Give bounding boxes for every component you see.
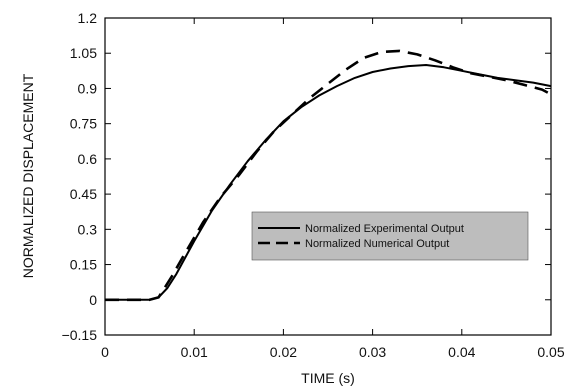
y-axis-label: NORMALIZED DISPLACEMENT — [20, 73, 36, 278]
x-tick-labels: 0 0.01 0.02 0.03 0.04 0.05 — [101, 344, 565, 360]
series-line-experimental — [105, 64, 552, 301]
legend-label-experimental: Normalized Experimental Output — [305, 223, 464, 235]
y-tick-label: 1.05 — [70, 45, 97, 61]
x-tick-label: 0.03 — [359, 344, 386, 360]
y-tick-label: 0 — [89, 292, 97, 308]
y-tick-label: 0.75 — [70, 116, 97, 132]
y-tick-labels: −0.15 0 0.15 0.3 0.45 0.6 0.75 0.9 1.05 1.2 — [62, 10, 98, 343]
y-tick-label: 0.9 — [78, 80, 98, 96]
x-tick-label: 0.05 — [537, 344, 564, 360]
y-tick-label: 0.3 — [78, 221, 98, 237]
legend: Normalized Experimental Output Normalize… — [251, 211, 529, 261]
plot-frame — [104, 17, 552, 336]
y-tick-label: 1.2 — [78, 10, 98, 26]
y-tick-label: −0.15 — [62, 327, 98, 343]
legend-label-numerical: Normalized Numerical Output — [305, 238, 449, 250]
legend-box — [251, 211, 529, 261]
y-tick-label: 0.45 — [70, 186, 97, 202]
series-line-numerical — [105, 49, 552, 302]
x-tick-label: 0.02 — [270, 344, 297, 360]
x-tick-label: 0.01 — [181, 344, 208, 360]
axis-ticks — [104, 17, 552, 336]
x-tick-label: 0 — [101, 344, 109, 360]
x-axis-label: TIME (s) — [301, 370, 355, 386]
y-tick-label: 0.6 — [78, 151, 98, 167]
series-lines — [105, 49, 552, 302]
y-tick-label: 0.15 — [70, 257, 97, 273]
x-tick-label: 0.04 — [448, 344, 475, 360]
